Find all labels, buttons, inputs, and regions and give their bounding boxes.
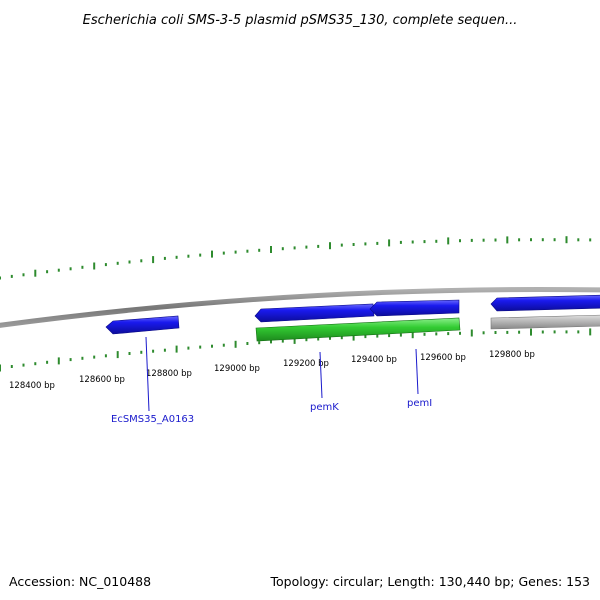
tick-label-129800: 129800 bp [489, 350, 535, 360]
leader-line-ecsms35-a0163 [145, 336, 150, 412]
accession-text: Accession: NC_010488 [9, 574, 151, 589]
green-feature[interactable] [255, 317, 461, 342]
gene-feature-pemi[interactable] [369, 299, 460, 317]
tick-labels: 128400 bp 128600 bp 128800 bp 129000 bp … [9, 350, 535, 391]
summary-text: Topology: circular; Length: 130,440 bp; … [270, 574, 591, 589]
tick-label-129400: 129400 bp [351, 355, 397, 365]
tick-label-128600: 128600 bp [79, 375, 125, 385]
tick-label-129200: 129200 bp [283, 359, 329, 369]
gene-label-pemk[interactable]: pemK [310, 402, 339, 413]
plasmid-backbone [0, 286, 600, 328]
gene-label-ecsms35-a0163[interactable]: EcSMS35_A0163 [111, 414, 194, 425]
gene-feature-right[interactable] [490, 294, 600, 312]
tick-label-128800: 128800 bp [146, 369, 192, 379]
map-title: Escherichia coli SMS-3-5 plasmid pSMS35_… [83, 13, 518, 28]
gene-feature-pemk[interactable] [254, 303, 375, 323]
tick-label-129000: 129000 bp [214, 364, 260, 374]
leader-line-pemi [415, 348, 419, 395]
tick-label-129600: 129600 bp [420, 353, 466, 363]
gene-features [105, 294, 600, 342]
gene-feature-ecsms35-a0163[interactable] [105, 315, 180, 335]
leader-line-pemk [319, 351, 323, 399]
gray-feature[interactable] [490, 314, 600, 330]
gene-label-pemi[interactable]: pemI [407, 398, 432, 409]
upper-tick-track [0, 236, 592, 280]
lower-tick-track [0, 328, 592, 372]
tick-label-128400: 128400 bp [9, 381, 55, 391]
gene-labels: EcSMS35_A0163 pemK pemI [111, 336, 432, 425]
